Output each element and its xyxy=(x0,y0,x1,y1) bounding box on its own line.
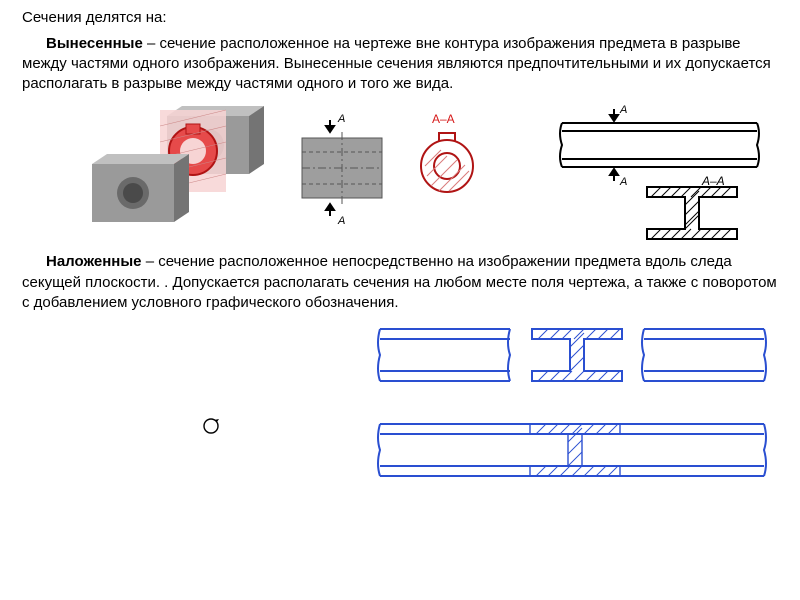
cylinders-3d xyxy=(82,106,282,241)
label-aa2: А–А xyxy=(701,174,725,188)
gray-front-view: А А xyxy=(292,106,402,241)
label-a-bot2: А xyxy=(619,176,627,188)
intro-line: Сечения делятся на: xyxy=(22,8,778,28)
figure-row-1: А А А–А xyxy=(22,96,778,246)
label-aa: А–А xyxy=(432,112,455,126)
label-a-top2: А xyxy=(619,104,627,116)
para1-bold: Вынесенные xyxy=(46,35,143,52)
paragraph-vynesennye: Вынесенные – сечение расположенное на че… xyxy=(22,34,778,95)
red-ring-section: А–А xyxy=(407,111,487,211)
figure-row-2 xyxy=(22,315,778,515)
channel-ibeam: А А А–А xyxy=(552,101,767,246)
label-a-top: А xyxy=(337,113,345,125)
paragraph-nalozhennye: Наложенные – сечение расположенное непос… xyxy=(22,252,778,313)
label-a-bot: А xyxy=(337,215,345,227)
intro-text: Сечения делятся на: xyxy=(22,9,167,26)
blue-split-bar xyxy=(372,315,772,405)
blue-superimposed xyxy=(372,410,772,500)
para2-bold: Наложенные xyxy=(46,253,142,270)
